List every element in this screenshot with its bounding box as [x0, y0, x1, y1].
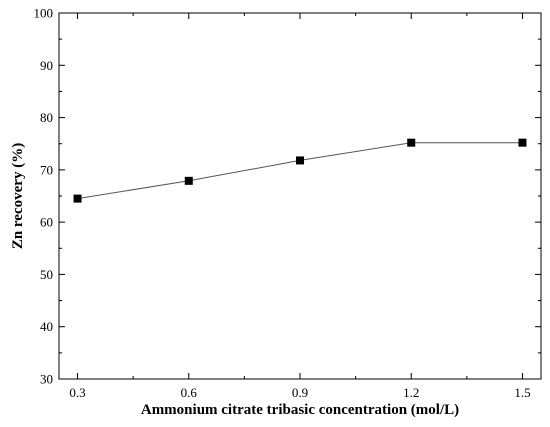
x-tick-label: 0.6 — [181, 385, 198, 400]
data-point-marker — [73, 194, 82, 203]
y-tick-label: 50 — [40, 267, 53, 282]
series-layer — [73, 138, 527, 203]
x-tick-label: 1.2 — [403, 385, 419, 400]
data-point-marker — [518, 138, 527, 147]
y-tick-label: 80 — [40, 110, 53, 125]
x-axis-ticks: 0.3 0.6 0.9 1.2 1.5 — [69, 13, 531, 400]
x-tick-label: 0.9 — [292, 385, 308, 400]
y-tick-label: 70 — [40, 162, 53, 177]
data-point-marker — [296, 156, 304, 165]
y-tick-label: 40 — [40, 319, 53, 334]
plot-frame — [58, 12, 542, 380]
x-tick-label: 0.3 — [69, 385, 85, 400]
y-tick-label: 30 — [40, 372, 53, 387]
x-axis-title: Ammonium citrate tribasic concentration … — [141, 402, 459, 418]
series-line — [77, 142, 523, 200]
data-point-marker — [407, 138, 416, 147]
y-tick-label: 90 — [40, 58, 53, 73]
x-tick-label: 1.5 — [514, 385, 530, 400]
y-axis-title: Zn recovery (%) — [10, 143, 26, 249]
y-tick-label: 100 — [34, 6, 54, 21]
data-point-marker — [184, 176, 193, 185]
y-axis-ticks: 30 40 50 60 70 80 90 100 — [34, 6, 541, 387]
y-tick-label: 60 — [40, 215, 53, 230]
